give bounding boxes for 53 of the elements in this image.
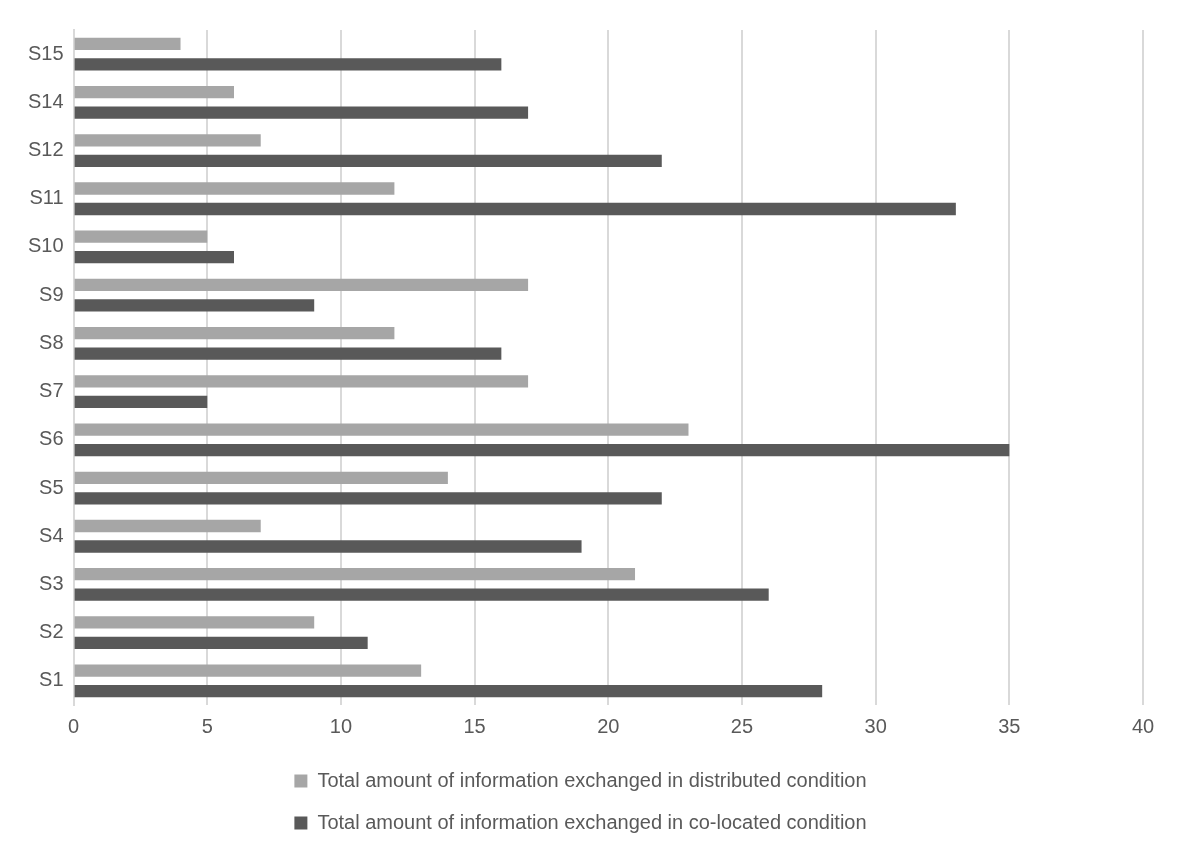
x-tick-label: 30: [864, 714, 887, 737]
y-tick-label: S3: [39, 571, 64, 594]
y-tick-label: S4: [39, 523, 64, 546]
bar: [74, 443, 1010, 457]
bar: [74, 327, 395, 340]
bar: [74, 278, 529, 292]
bar: [74, 58, 502, 71]
y-tick-label: S12: [27, 138, 64, 161]
x-tick-label: 40: [1131, 714, 1155, 737]
x-tick-label: 20: [597, 714, 620, 737]
x-tick-label: 15: [463, 714, 486, 737]
x-tick-label: 0: [68, 714, 80, 737]
bar: [74, 492, 662, 505]
bar: [74, 568, 636, 581]
bar: [74, 299, 315, 312]
y-tick-label: S14: [27, 89, 64, 112]
bar: [74, 588, 769, 601]
bar: [74, 684, 823, 698]
bar: [74, 230, 208, 243]
legend-label: Total amount of information exchanged in co-located condition: [317, 810, 867, 833]
bar: [74, 347, 502, 360]
bar: [74, 636, 368, 650]
x-tick-label: 35: [998, 714, 1021, 737]
y-tick-label: S15: [27, 41, 64, 64]
bar: [74, 251, 234, 264]
bar: [74, 471, 448, 484]
y-tick-label: S10: [27, 234, 64, 257]
bar: [74, 375, 529, 388]
bar: [74, 85, 234, 99]
bar: [74, 616, 315, 629]
bar: [74, 154, 662, 167]
bar: [74, 37, 181, 51]
y-tick-label: S9: [39, 282, 64, 305]
x-tick-label: 25: [730, 714, 754, 737]
y-tick-label: S11: [29, 186, 64, 209]
y-tick-label: S7: [39, 379, 64, 402]
bar: [74, 540, 582, 553]
bar: [74, 519, 261, 533]
bar: [74, 182, 395, 195]
bar: [74, 202, 956, 216]
bar: [74, 664, 422, 677]
y-tick-label: S6: [39, 427, 64, 450]
bar: [74, 106, 529, 119]
bar: [74, 134, 261, 147]
bar: [74, 395, 208, 408]
y-tick-label: S2: [39, 620, 64, 643]
bar: [74, 423, 689, 436]
x-tick-label: 10: [329, 714, 353, 737]
y-tick-label: S8: [39, 330, 64, 353]
y-tick-label: S1: [39, 668, 64, 691]
y-tick-label: S5: [39, 475, 64, 498]
legend-label: Total amount of information exchanged in distributed condition: [317, 768, 867, 791]
x-tick-label: 5: [201, 714, 213, 737]
